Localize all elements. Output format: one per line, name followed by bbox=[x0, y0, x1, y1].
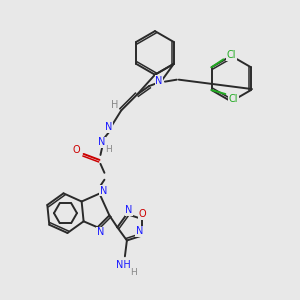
Text: H: H bbox=[105, 145, 112, 154]
Text: N: N bbox=[98, 137, 105, 147]
Text: Cl: Cl bbox=[229, 94, 238, 104]
Text: O: O bbox=[139, 209, 146, 219]
Text: NH: NH bbox=[116, 260, 130, 270]
Text: N: N bbox=[136, 226, 143, 236]
Text: O: O bbox=[73, 145, 80, 155]
Text: H: H bbox=[130, 268, 137, 277]
Text: N: N bbox=[105, 122, 112, 132]
Text: N: N bbox=[125, 205, 133, 215]
Text: N: N bbox=[100, 186, 107, 196]
Text: Cl: Cl bbox=[226, 50, 236, 60]
Text: N: N bbox=[97, 227, 104, 237]
Text: H: H bbox=[111, 100, 118, 110]
Text: N: N bbox=[155, 76, 163, 85]
